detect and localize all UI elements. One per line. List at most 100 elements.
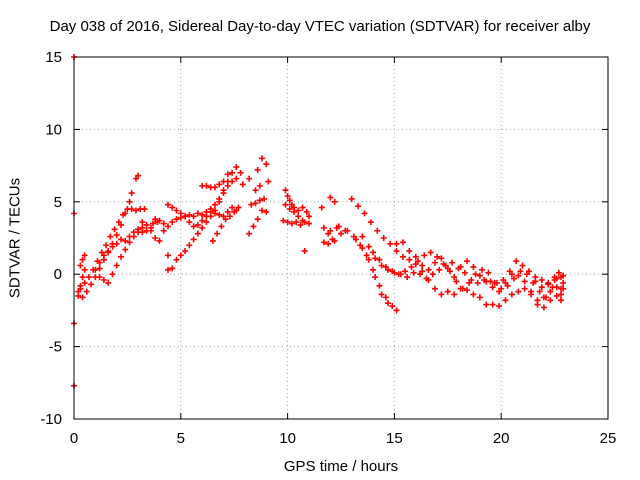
data-points bbox=[71, 54, 567, 389]
data-point bbox=[558, 297, 565, 304]
data-point bbox=[376, 256, 383, 263]
y-tick-label: -10 bbox=[40, 411, 62, 428]
data-point bbox=[560, 285, 567, 292]
data-point bbox=[107, 233, 114, 240]
data-point bbox=[96, 259, 103, 266]
data-point bbox=[194, 210, 201, 217]
data-point bbox=[224, 182, 231, 189]
data-point bbox=[399, 239, 406, 246]
y-tick-label: 10 bbox=[45, 121, 62, 138]
data-point bbox=[365, 256, 372, 263]
data-point bbox=[282, 187, 289, 194]
data-point bbox=[100, 276, 107, 283]
data-point bbox=[331, 237, 338, 244]
data-point bbox=[96, 265, 103, 272]
data-point bbox=[77, 285, 84, 292]
data-point bbox=[126, 198, 133, 205]
data-point bbox=[224, 171, 231, 178]
data-point bbox=[496, 288, 503, 295]
data-point bbox=[545, 281, 552, 288]
data-point bbox=[77, 262, 84, 269]
data-point bbox=[263, 208, 270, 215]
data-point bbox=[305, 213, 312, 220]
data-point bbox=[502, 297, 509, 304]
data-point bbox=[359, 233, 366, 240]
data-point bbox=[355, 203, 362, 210]
data-point bbox=[515, 288, 522, 295]
data-point bbox=[553, 292, 560, 299]
data-point bbox=[325, 240, 332, 247]
data-point bbox=[111, 226, 118, 233]
data-point bbox=[431, 285, 438, 292]
data-point bbox=[404, 274, 411, 281]
data-point bbox=[444, 288, 451, 295]
data-point bbox=[252, 187, 259, 194]
data-point bbox=[429, 271, 436, 278]
data-point bbox=[382, 263, 389, 270]
data-point bbox=[216, 211, 223, 218]
data-point bbox=[476, 294, 483, 301]
data-point bbox=[160, 220, 167, 227]
data-point bbox=[194, 221, 201, 228]
data-point bbox=[218, 223, 225, 230]
data-point bbox=[451, 274, 458, 281]
data-point bbox=[117, 236, 124, 243]
data-point bbox=[164, 223, 171, 230]
data-point bbox=[472, 271, 479, 278]
data-point bbox=[226, 213, 233, 220]
data-point bbox=[75, 292, 82, 299]
data-point bbox=[246, 230, 253, 237]
data-point bbox=[393, 248, 400, 255]
data-point bbox=[209, 237, 216, 244]
data-point bbox=[327, 227, 334, 234]
data-point bbox=[457, 263, 464, 270]
data-point bbox=[239, 181, 246, 188]
data-point bbox=[182, 213, 189, 220]
data-point bbox=[263, 161, 270, 168]
data-point bbox=[211, 201, 218, 208]
data-point bbox=[164, 266, 171, 273]
data-point bbox=[256, 197, 263, 204]
data-point bbox=[534, 301, 541, 308]
data-point bbox=[384, 300, 391, 307]
data-point bbox=[156, 237, 163, 244]
data-point bbox=[464, 287, 471, 294]
data-point bbox=[547, 288, 554, 295]
data-point bbox=[560, 272, 567, 279]
data-point bbox=[282, 201, 289, 208]
x-tick-label: 20 bbox=[493, 430, 510, 447]
data-point bbox=[440, 261, 447, 268]
x-axis-label: GPS time / hours bbox=[283, 458, 399, 475]
data-point bbox=[513, 258, 520, 265]
data-point bbox=[515, 272, 522, 279]
data-point bbox=[177, 252, 184, 259]
data-point bbox=[370, 249, 377, 256]
data-point bbox=[402, 268, 409, 275]
data-point bbox=[199, 224, 206, 231]
data-point bbox=[419, 262, 426, 269]
data-point bbox=[211, 207, 218, 214]
data-point bbox=[528, 291, 535, 298]
data-point bbox=[502, 279, 509, 286]
data-point bbox=[305, 220, 312, 227]
data-point bbox=[395, 271, 402, 278]
data-point bbox=[474, 279, 481, 286]
data-point bbox=[318, 204, 325, 211]
x-tick-label: 25 bbox=[600, 430, 617, 447]
data-point bbox=[214, 230, 221, 237]
data-point bbox=[152, 216, 159, 223]
data-point bbox=[425, 266, 432, 273]
axis-ticks: 0 5 10 15 20 25 -10 -5 0 5 10 15 bbox=[40, 49, 616, 447]
data-point bbox=[553, 284, 560, 291]
data-point bbox=[560, 279, 567, 286]
data-point bbox=[128, 190, 135, 197]
data-point bbox=[143, 221, 150, 228]
data-point bbox=[320, 224, 327, 231]
data-point bbox=[521, 285, 528, 292]
data-point bbox=[105, 279, 112, 286]
data-point bbox=[376, 282, 383, 289]
data-point bbox=[417, 271, 424, 278]
data-point bbox=[135, 172, 142, 179]
data-point bbox=[126, 239, 133, 246]
data-point bbox=[372, 255, 379, 262]
